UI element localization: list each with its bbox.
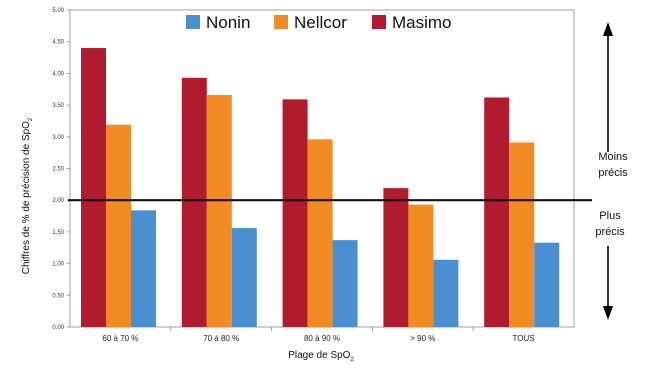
y-tick-label: 1.50 [52, 230, 64, 236]
y-axis-ticks: 0.00 0.50 1.00 1.50 2.00 2.50 3.00 3.50 4.00 4.50… [52, 8, 70, 331]
y-tick-label: 5.00 [52, 8, 64, 14]
y-axis-title: Chiffres de % de précision de SpO2 [21, 117, 34, 274]
x-axis-title: Plage de SpO2 [288, 350, 354, 363]
x-axis-title-sub: 2 [350, 357, 354, 363]
annotation-up-line2: précis [598, 167, 628, 179]
y-tick-label: 3.00 [52, 135, 64, 141]
y-tick-label: 3.50 [52, 103, 64, 109]
bar-nellcor-0 [106, 124, 131, 327]
x-category-label: 70 à 80 % [203, 334, 239, 343]
bar-nellcor-2 [307, 139, 333, 327]
bar-masimo-0 [81, 48, 106, 327]
annotation-up-line1: Moins [598, 151, 628, 163]
y-tick-label: 1.00 [52, 262, 64, 268]
x-category-label: > 90 % [410, 334, 435, 343]
bar-masimo-1 [181, 77, 207, 327]
bar-nonin-0 [131, 210, 156, 327]
y-tick-label: 4.00 [52, 71, 64, 77]
x-category-label: TOUS [513, 334, 535, 343]
bar-masimo-3 [383, 188, 409, 327]
y-tick-label: 0.00 [52, 325, 64, 331]
y-tick-label: 0.50 [52, 293, 64, 299]
x-category-label: 60 à 70 % [102, 334, 138, 343]
bar-nellcor-3 [408, 204, 434, 327]
legend: Nonin Nellcor Masimo [186, 13, 452, 32]
bar-nonin-2 [332, 240, 358, 327]
y-tick-label: 2.00 [52, 198, 64, 204]
x-axis-title-main: Plage de SpO [288, 350, 350, 361]
bar-nonin-3 [433, 259, 459, 327]
legend-label-nellcor: Nellcor [294, 13, 347, 32]
legend-swatch-nellcor [274, 15, 288, 29]
bar-masimo-4 [484, 97, 510, 327]
legend-label-masimo: Masimo [392, 13, 452, 32]
up-arrow-icon [603, 22, 613, 36]
bar-nonin-1 [231, 228, 257, 327]
bar-masimo-2 [282, 99, 308, 327]
legend-swatch-nonin [186, 15, 200, 29]
y-tick-label: 4.50 [52, 40, 64, 46]
legend-swatch-masimo [372, 15, 386, 29]
bar-nonin-4 [534, 242, 560, 327]
legend-label-nonin: Nonin [206, 13, 250, 32]
precision-annotation: Moins précis Plus précis [595, 22, 628, 320]
down-arrow-icon [603, 306, 613, 320]
bar-nellcor-4 [509, 142, 535, 327]
bar-nellcor-1 [206, 94, 232, 328]
x-axis-categories: 60 à 70 % 70 à 80 % 80 à 90 % > 90 % TOUS [102, 327, 535, 343]
y-axis-title-main: Chiffres de % de précision de SpO [21, 121, 32, 274]
y-tick-label: 2.50 [52, 167, 64, 173]
bars [81, 48, 560, 328]
annotation-down-line2: précis [595, 226, 625, 238]
annotation-down-line1: Plus [599, 210, 621, 222]
y-axis-title-sub: 2 [28, 117, 34, 121]
x-category-label: 80 à 90 % [304, 334, 340, 343]
